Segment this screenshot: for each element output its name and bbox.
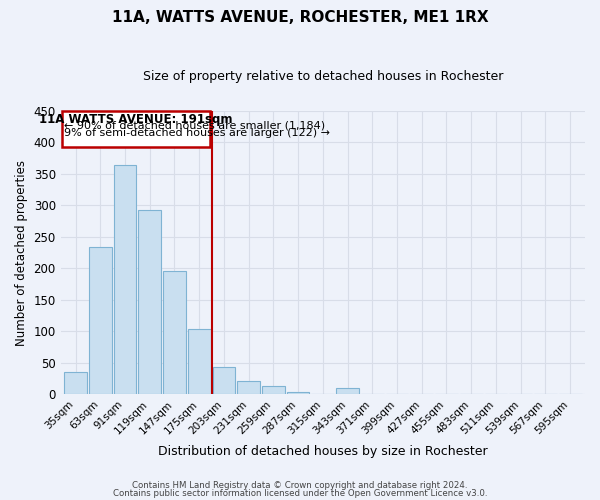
- Bar: [287, 392, 310, 394]
- Bar: [336, 388, 359, 394]
- Title: Size of property relative to detached houses in Rochester: Size of property relative to detached ho…: [143, 70, 503, 83]
- Bar: [89, 248, 112, 394]
- Bar: [212, 366, 235, 394]
- Text: 11A WATTS AVENUE: 191sqm: 11A WATTS AVENUE: 191sqm: [40, 113, 233, 126]
- Bar: [139, 210, 161, 394]
- Text: 9% of semi-detached houses are larger (122) →: 9% of semi-detached houses are larger (1…: [64, 128, 331, 138]
- Bar: [163, 271, 186, 394]
- Bar: [237, 380, 260, 394]
- Text: 11A, WATTS AVENUE, ROCHESTER, ME1 1RX: 11A, WATTS AVENUE, ROCHESTER, ME1 1RX: [112, 10, 488, 25]
- Bar: [113, 165, 136, 394]
- Bar: [262, 386, 285, 394]
- Bar: [188, 330, 211, 394]
- Text: ← 90% of detached houses are smaller (1,184): ← 90% of detached houses are smaller (1,…: [64, 120, 326, 130]
- Text: Contains HM Land Registry data © Crown copyright and database right 2024.: Contains HM Land Registry data © Crown c…: [132, 481, 468, 490]
- Bar: [64, 372, 87, 394]
- Text: Contains public sector information licensed under the Open Government Licence v3: Contains public sector information licen…: [113, 488, 487, 498]
- Y-axis label: Number of detached properties: Number of detached properties: [15, 160, 28, 346]
- X-axis label: Distribution of detached houses by size in Rochester: Distribution of detached houses by size …: [158, 444, 488, 458]
- FancyBboxPatch shape: [62, 110, 210, 146]
